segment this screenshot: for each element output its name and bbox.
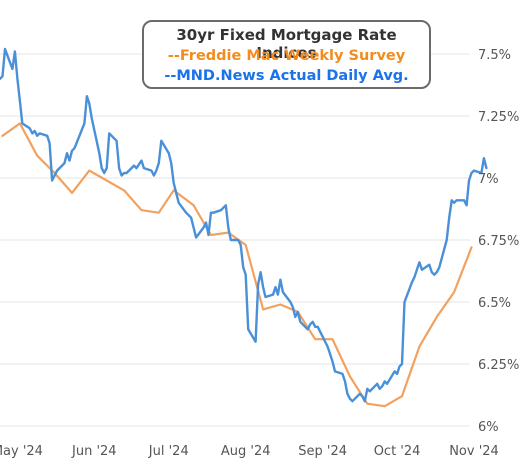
x-tick-label: Jul '24: [148, 444, 189, 459]
mnd-news-series-line: [0, 47, 488, 403]
legend-freddie-mac: --Freddie Mac Weekly Survey: [167, 48, 406, 64]
series-lines: [0, 47, 488, 408]
x-tick-label: Nov '24: [449, 444, 499, 459]
y-tick-label: 7%: [478, 172, 499, 187]
x-tick-label: Sep '24: [298, 444, 347, 459]
y-tick-label: 7.5%: [478, 48, 511, 63]
y-tick-label: 6.75%: [478, 234, 519, 249]
y-tick-label: 6%: [478, 420, 499, 435]
y-tick-label: 6.25%: [478, 358, 519, 373]
x-tick-label: Aug '24: [221, 444, 271, 459]
y-axis-ticks: 7.5% 7.25% 7% 6.75% 6.5% 6.25% 6%: [478, 48, 519, 435]
x-tick-label: May '24: [0, 444, 43, 459]
x-tick-label: Oct '24: [374, 444, 421, 459]
y-tick-label: 6.5%: [478, 296, 511, 311]
grid-lines: [0, 53, 470, 427]
legend: 30yr Fixed Mortgage Rate Indices --Fredd…: [142, 20, 431, 89]
legend-mnd-news: --MND.News Actual Daily Avg.: [164, 68, 409, 84]
x-axis-ticks: May '24 Jun '24 Jul '24 Aug '24 Sep '24 Oct '…: [0, 444, 499, 459]
chart-title: 30yr Fixed Mortgage Rate Indices: [176, 26, 397, 62]
x-tick-label: Jun '24: [71, 444, 117, 459]
y-tick-label: 7.25%: [478, 110, 519, 125]
